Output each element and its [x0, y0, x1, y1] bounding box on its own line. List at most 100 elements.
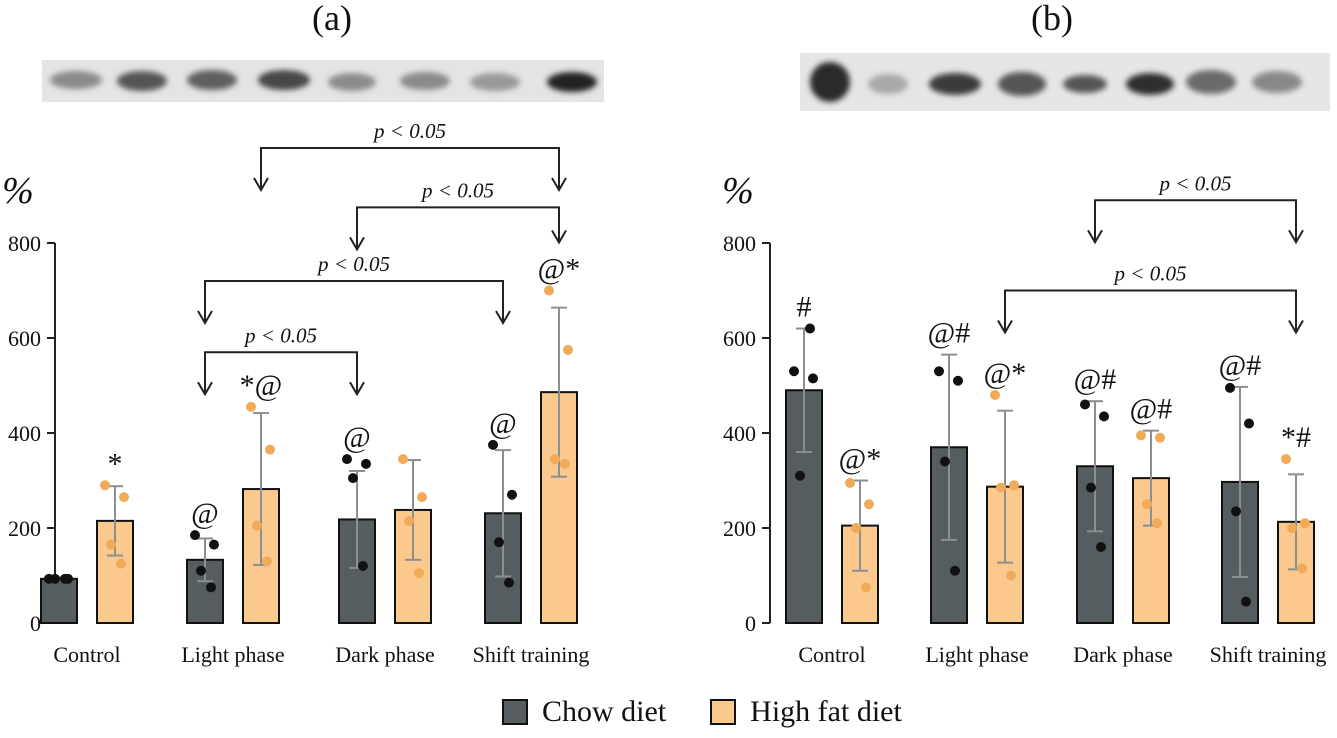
data-point — [789, 366, 799, 377]
data-point — [358, 561, 368, 571]
data-point — [550, 454, 560, 465]
p-value-label: p < 0.05 — [372, 119, 446, 143]
data-point — [544, 285, 554, 296]
comparison-bracket: p < 0.05 — [349, 178, 567, 252]
bracket-arrow — [253, 177, 269, 192]
p-value-label: p < 0.05 — [243, 323, 317, 347]
x-tick-label: Dark phase — [335, 642, 435, 667]
significance-mark: @# — [1219, 349, 1262, 382]
significance-mark: @# — [928, 317, 971, 350]
significance-mark: # — [797, 291, 812, 324]
y-axis-label: % — [722, 170, 754, 212]
data-point — [1096, 542, 1106, 552]
legend-label-high-fat: High fat diet — [750, 695, 902, 728]
data-point — [504, 577, 514, 588]
data-point — [1009, 480, 1019, 491]
significance-mark: @# — [1074, 363, 1117, 396]
data-point — [116, 558, 126, 569]
data-point — [488, 439, 498, 450]
data-point — [996, 482, 1006, 493]
data-point — [1244, 418, 1254, 429]
bracket-line — [260, 147, 560, 190]
data-point — [262, 556, 272, 567]
data-point — [119, 492, 129, 503]
bracket-arrow — [1288, 319, 1304, 335]
comparison-bracket: p < 0.05 — [1087, 171, 1304, 245]
data-point — [246, 401, 256, 412]
bar — [40, 577, 78, 625]
data-point — [507, 489, 517, 500]
y-tick-label: 400 — [8, 421, 41, 446]
x-tick-label: Control — [798, 642, 865, 667]
data-point — [1099, 411, 1109, 422]
significance-mark: @* — [538, 253, 581, 286]
data-point — [795, 470, 805, 481]
significance-mark: @ — [191, 497, 219, 530]
data-point — [404, 515, 414, 526]
data-point — [361, 458, 371, 469]
significance-mark: @* — [839, 443, 882, 476]
data-point — [348, 473, 358, 484]
x-tick-label: Light phase — [181, 642, 284, 667]
data-point — [100, 480, 110, 491]
data-point — [808, 373, 818, 384]
data-point — [209, 539, 219, 550]
significance-mark: @* — [984, 357, 1027, 390]
data-point — [940, 456, 950, 467]
data-point — [1142, 499, 1152, 510]
data-point — [265, 444, 275, 455]
p-value-label: p < 0.05 — [316, 252, 390, 276]
data-point — [342, 454, 352, 465]
legend: Chow diet High fat diet — [502, 694, 946, 730]
y-tick-label: 400 — [723, 421, 756, 446]
comparison-bracket: p < 0.05 — [997, 262, 1304, 335]
y-tick-label: 0 — [745, 611, 756, 636]
bracket-arrow — [197, 381, 213, 397]
data-point — [1006, 570, 1016, 581]
data-point — [494, 537, 504, 548]
data-point — [950, 565, 960, 576]
data-point — [206, 582, 216, 593]
significance-mark: @# — [1130, 393, 1173, 426]
y-tick-label: 600 — [723, 326, 756, 351]
data-point — [1225, 382, 1235, 393]
p-value-label: p < 0.05 — [1158, 171, 1232, 195]
legend-label-chow: Chow diet — [542, 695, 667, 728]
data-point — [851, 523, 861, 533]
data-point — [864, 499, 874, 510]
data-point — [1231, 506, 1241, 517]
bracket-arrow — [551, 229, 567, 245]
bracket-arrow — [197, 310, 213, 325]
data-point — [1080, 399, 1090, 410]
data-point — [398, 454, 408, 465]
bracket-line — [356, 206, 560, 250]
data-point — [563, 344, 573, 355]
x-tick-label: Control — [53, 642, 120, 667]
comparison-bracket: p < 0.05 — [197, 323, 365, 397]
comparison-bracket: p < 0.05 — [253, 119, 567, 192]
data-point — [934, 366, 944, 377]
bracket-arrow — [495, 310, 511, 325]
legend-item-chow: Chow diet — [502, 695, 666, 729]
data-point — [252, 520, 262, 531]
data-point — [1136, 430, 1146, 441]
x-tick-label: Dark phase — [1073, 642, 1173, 667]
data-point — [417, 492, 427, 503]
significance-mark: *# — [1281, 421, 1311, 454]
data-point — [560, 458, 570, 469]
data-point — [196, 565, 206, 576]
bracket-line — [204, 351, 358, 395]
bracket-arrow — [349, 236, 365, 252]
data-point — [990, 390, 1000, 400]
panel-label: (b) — [1031, 0, 1073, 38]
data-point — [414, 568, 424, 579]
p-value-label: p < 0.05 — [1113, 262, 1187, 286]
data-point — [106, 539, 116, 550]
data-point — [1241, 596, 1251, 607]
data-point — [1287, 523, 1297, 533]
panel-b: (b)% 0 200 400 600 800 Control Light phase Dark … — [722, 0, 1326, 667]
data-point — [805, 323, 815, 334]
bracket-line — [1094, 199, 1297, 243]
